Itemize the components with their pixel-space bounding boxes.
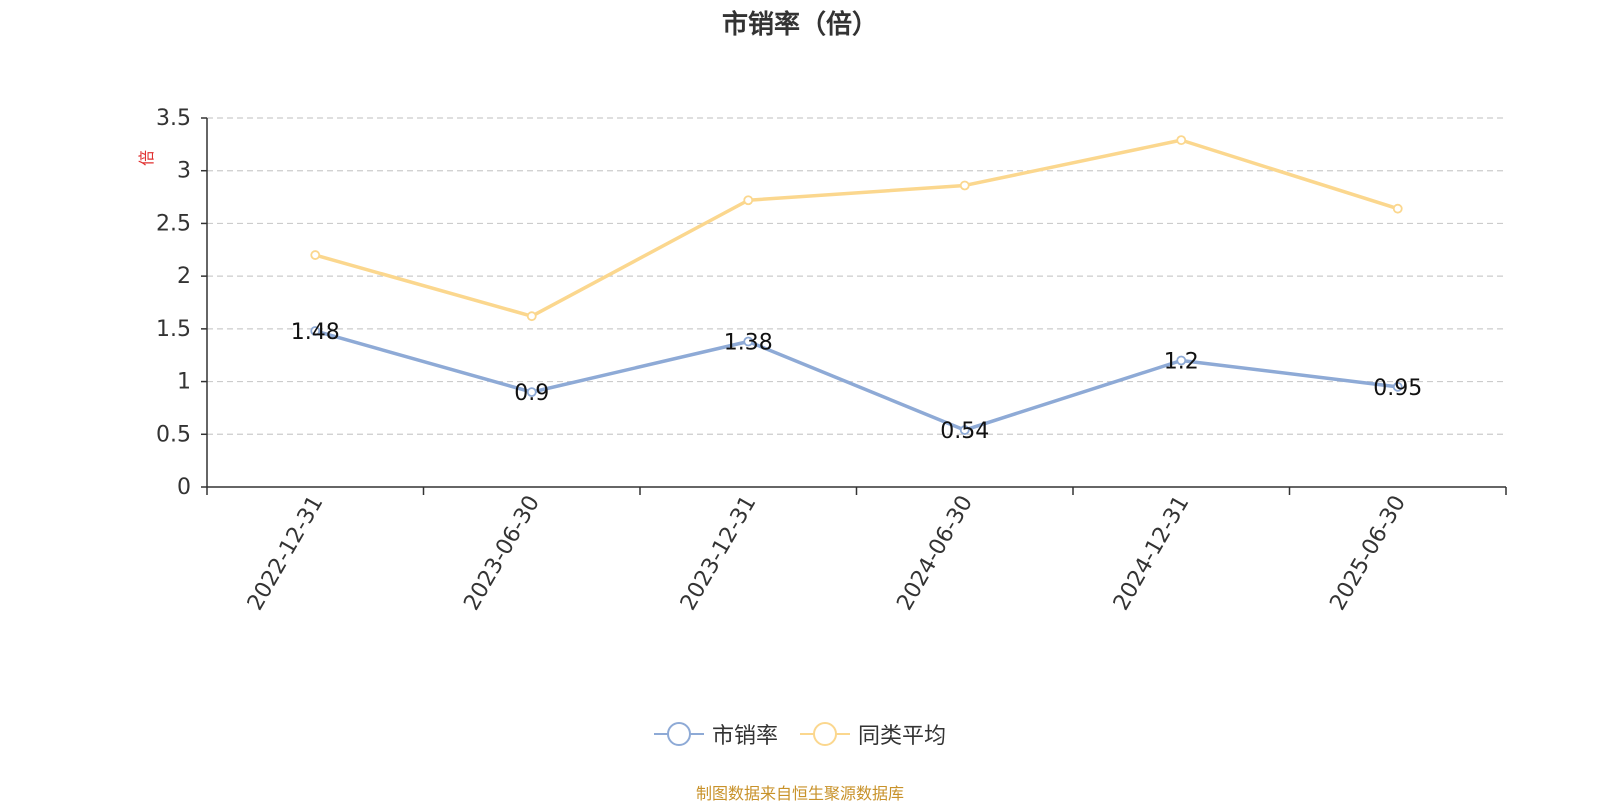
data-point-1-1 [526,387,537,398]
x-tick-label-5: 2025-06-30 [1325,492,1411,615]
grid-lines [207,117,1506,435]
data-point-1-0 [310,326,321,336]
y-tick-label-1: 0.5 [156,422,191,447]
y-tick-label-4: 2 [177,264,191,289]
series-line-1 [314,329,1398,432]
y-tick-label-6: 3 [177,159,191,184]
legend-item-peer-average[interactable]: 同类平均 [800,718,946,750]
data-source-footer: 制图数据来自恒生聚源数据库 [695,784,904,803]
y-tick-label-7: 3.5 [156,106,191,131]
y-tick-label-2: 1 [177,370,191,395]
x-tick-label-1: 2023-06-30 [459,492,545,615]
data-label-1-1: 0.9 [514,381,549,406]
data-point-1-2 [743,336,754,347]
data-point-2-4 [1176,135,1187,146]
y-tick-label-3: 1.5 [156,317,191,342]
y-tick-label-5: 2.5 [156,211,191,236]
series-lines [310,135,1403,435]
data-label-1-5: 0.95 [1373,376,1422,401]
x-tick-label-2: 2023-12-31 [676,492,762,615]
data-point-1-5 [1392,381,1403,392]
data-point-1-3 [959,425,970,435]
y-axis-label: 倍 [137,150,156,166]
x-tick-label-3: 2024-06-30 [892,492,978,615]
data-point-2-1 [526,311,537,322]
data-point-2-3 [959,180,970,191]
chart-title: 市销率（倍） [721,10,878,40]
legend-swatch-series-1 [653,722,704,746]
axes: 0 0.5 1 1.5 2 2.5 3 3.5 倍 2022-12-31 2023-06-30 202… [137,106,1507,615]
legend: 市销率 同类平均 [0,718,1600,750]
data-label-1-2: 1.38 [724,331,773,356]
data-point-1-4 [1176,355,1187,366]
x-tick-label-4: 2024-12-31 [1109,492,1195,615]
x-tick-label-0: 2022-12-31 [243,492,329,615]
legend-item-pe[interactable]: 市销率 [653,718,778,750]
data-label-1-3: 0.54 [940,419,989,444]
legend-label-series-2: 同类平均 [858,724,947,749]
series-line-2 [314,138,1399,318]
data-point-2-2 [743,195,754,206]
data-label-1-0: 1.48 [291,320,340,345]
data-point-2-5 [1392,203,1403,214]
data-labels: 1.48 0.9 1.38 0.54 1.2 0.95 [291,320,1422,444]
legend-label-series-1: 市销率 [711,724,778,749]
y-tick-label-0: 0 [177,475,191,500]
data-label-1-4: 1.2 [1164,349,1199,374]
data-point-2-0 [310,250,321,260]
legend-swatch-series-2 [800,722,850,746]
